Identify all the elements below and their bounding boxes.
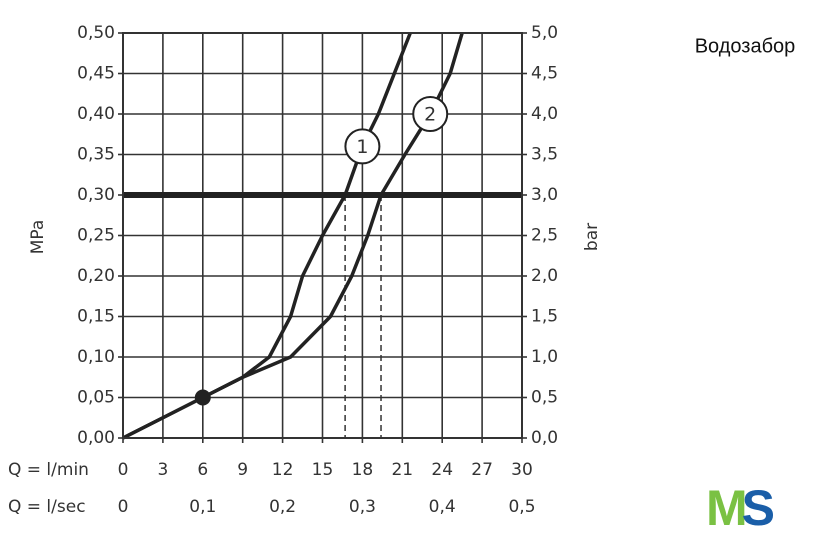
y-axis-label: MPa xyxy=(28,220,48,255)
x2-tick-label: 0,2 xyxy=(269,497,296,517)
y-tick-label: 0,15 xyxy=(77,307,115,327)
x-tick-label: 9 xyxy=(237,460,248,480)
x-tick-label: 0 xyxy=(118,460,129,480)
y2-tick-label: 1,5 xyxy=(531,307,558,327)
logo-m: M xyxy=(706,480,748,536)
y2-tick-label: 4,0 xyxy=(531,104,558,124)
x-tick-label: 6 xyxy=(197,460,208,480)
x-axis-label: Q = l/min xyxy=(8,460,89,480)
y-tick-label: 0,40 xyxy=(77,104,115,124)
series-label: 2 xyxy=(424,104,436,126)
plot-frame xyxy=(122,32,523,439)
y2-axis-label: bar xyxy=(582,223,602,251)
chart-title: Водозабор xyxy=(695,35,796,57)
x-tick-label: 21 xyxy=(391,460,413,480)
y2-tick-label: 5,0 xyxy=(531,23,558,43)
logo-s: S xyxy=(742,480,775,536)
marker-point xyxy=(194,389,211,406)
y2-tick-label: 2,5 xyxy=(531,226,558,246)
x2-axis-label: Q = l/sec xyxy=(8,497,86,517)
x-tick-label: 12 xyxy=(272,460,294,480)
y-tick-label: 0,20 xyxy=(77,266,115,286)
y2-tick-label: 0,0 xyxy=(531,428,558,448)
y-tick-label: 0,00 xyxy=(77,428,115,448)
x2-tick-label: 0,1 xyxy=(189,497,216,517)
x2-tick-label: 0,4 xyxy=(429,497,456,517)
x-tick-label: 18 xyxy=(352,460,374,480)
y2-tick-label: 0,5 xyxy=(531,388,558,408)
x-tick-label: 27 xyxy=(471,460,493,480)
x-tick-label: 15 xyxy=(312,460,334,480)
y-tick-label: 0,30 xyxy=(77,185,115,205)
y-tick-label: 0,45 xyxy=(77,64,115,84)
y-tick-label: 0,10 xyxy=(77,347,115,367)
series-label-circle xyxy=(412,96,449,132)
y2-tick-label: 3,5 xyxy=(531,145,558,165)
y-tick-label: 0,50 xyxy=(77,23,115,43)
logo: MS xyxy=(706,480,775,536)
y2-tick-label: 3,0 xyxy=(531,185,558,205)
y-tick-label: 0,25 xyxy=(77,226,115,246)
series-label-circle xyxy=(344,128,381,165)
x-tick-label: 24 xyxy=(431,460,453,480)
x2-tick-label: 0,3 xyxy=(349,497,376,517)
y2-tick-label: 2,0 xyxy=(531,266,558,286)
x2-tick-label: 0,5 xyxy=(508,497,535,517)
series-label: 1 xyxy=(356,136,368,158)
x2-tick-label: 0 xyxy=(118,497,129,517)
x-tick-label: 30 xyxy=(511,460,533,480)
y2-tick-label: 4,5 xyxy=(531,64,558,84)
y-tick-label: 0,05 xyxy=(77,388,115,408)
x-tick-label: 3 xyxy=(157,460,168,480)
y2-tick-label: 1,0 xyxy=(531,347,558,367)
y-tick-label: 0,35 xyxy=(77,145,115,165)
